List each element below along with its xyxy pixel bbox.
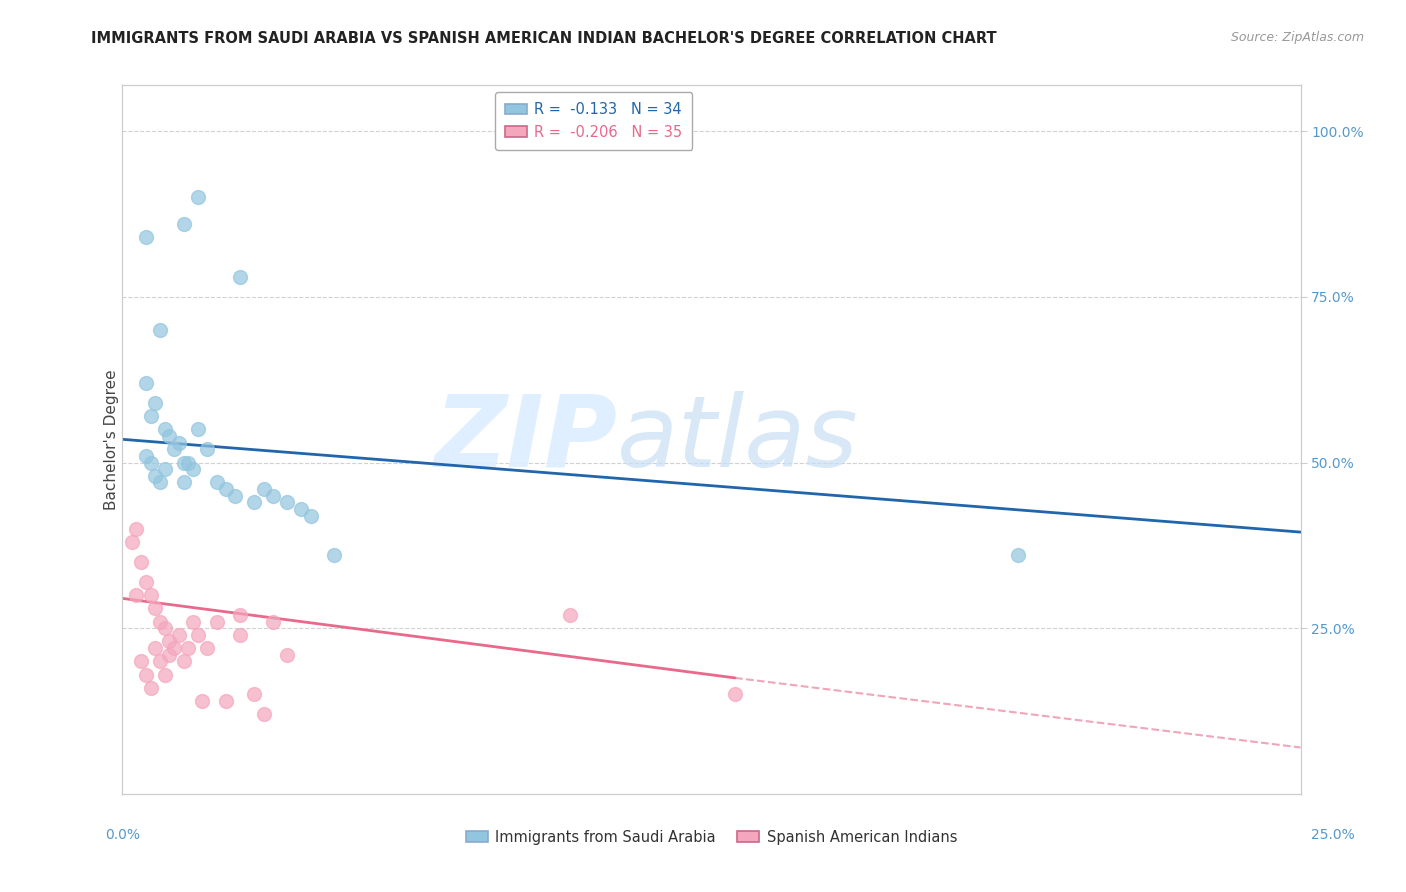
- Point: [229, 628, 252, 642]
- Legend: Immigrants from Saudi Arabia, Spanish American Indians: Immigrants from Saudi Arabia, Spanish Am…: [460, 823, 963, 850]
- Point: [187, 422, 209, 436]
- Point: [558, 607, 581, 622]
- Point: [195, 442, 218, 457]
- Point: [243, 688, 266, 702]
- Point: [177, 456, 200, 470]
- Point: [149, 615, 172, 629]
- Point: [187, 628, 209, 642]
- Point: [153, 462, 176, 476]
- Point: [191, 694, 214, 708]
- Point: [135, 574, 157, 589]
- Point: [125, 522, 148, 536]
- Point: [143, 468, 166, 483]
- Point: [229, 269, 252, 284]
- Point: [215, 482, 238, 496]
- Point: [135, 449, 157, 463]
- Point: [243, 495, 266, 509]
- Point: [262, 489, 284, 503]
- Point: [1007, 549, 1029, 563]
- Text: 25.0%: 25.0%: [1310, 828, 1355, 842]
- Point: [205, 615, 228, 629]
- Point: [253, 707, 276, 722]
- Point: [153, 621, 176, 635]
- Point: [153, 667, 176, 681]
- Point: [139, 456, 162, 470]
- Point: [173, 654, 195, 668]
- Text: IMMIGRANTS FROM SAUDI ARABIA VS SPANISH AMERICAN INDIAN BACHELOR'S DEGREE CORREL: IMMIGRANTS FROM SAUDI ARABIA VS SPANISH …: [91, 31, 997, 46]
- Point: [215, 694, 238, 708]
- Point: [159, 429, 181, 443]
- Point: [177, 641, 200, 656]
- Point: [125, 588, 148, 602]
- Point: [290, 502, 312, 516]
- Point: [323, 549, 346, 563]
- Point: [135, 667, 157, 681]
- Point: [195, 641, 218, 656]
- Point: [229, 607, 252, 622]
- Point: [276, 648, 298, 662]
- Point: [187, 190, 209, 204]
- Point: [129, 654, 152, 668]
- Point: [153, 422, 176, 436]
- Point: [163, 442, 186, 457]
- Y-axis label: Bachelor's Degree: Bachelor's Degree: [104, 369, 118, 509]
- Point: [163, 641, 186, 656]
- Point: [143, 396, 166, 410]
- Text: Source: ZipAtlas.com: Source: ZipAtlas.com: [1230, 31, 1364, 45]
- Point: [167, 628, 190, 642]
- Text: ZIP: ZIP: [434, 391, 617, 488]
- Point: [173, 456, 195, 470]
- Point: [149, 654, 172, 668]
- Point: [181, 462, 204, 476]
- Point: [121, 535, 143, 549]
- Text: 0.0%: 0.0%: [105, 828, 139, 842]
- Point: [224, 489, 246, 503]
- Point: [143, 641, 166, 656]
- Point: [276, 495, 298, 509]
- Point: [173, 217, 195, 231]
- Point: [135, 376, 157, 390]
- Point: [135, 230, 157, 244]
- Point: [159, 634, 181, 648]
- Point: [167, 435, 190, 450]
- Point: [205, 475, 228, 490]
- Point: [149, 323, 172, 337]
- Point: [143, 601, 166, 615]
- Point: [181, 615, 204, 629]
- Point: [149, 475, 172, 490]
- Point: [253, 482, 276, 496]
- Point: [129, 555, 152, 569]
- Point: [299, 508, 322, 523]
- Point: [262, 615, 284, 629]
- Point: [139, 588, 162, 602]
- Point: [173, 475, 195, 490]
- Point: [139, 681, 162, 695]
- Point: [139, 409, 162, 423]
- Point: [724, 688, 747, 702]
- Text: atlas: atlas: [617, 391, 859, 488]
- Point: [159, 648, 181, 662]
